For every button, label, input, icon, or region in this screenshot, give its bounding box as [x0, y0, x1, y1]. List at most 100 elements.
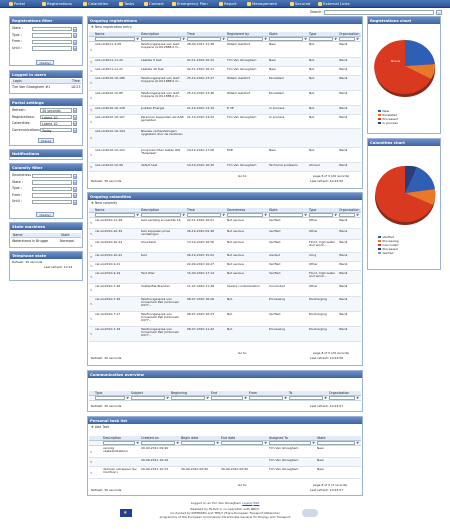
nav-item-portal[interactable]: Portal [9, 1, 25, 7]
reg-row[interactable]: ✎ reit-vlo2010-10-186 Telefoongesprek van … [89, 76, 361, 91]
task-row[interactable]: ✎ vervolg vestedsdirektoor 20-09-2011 09:4… [89, 446, 361, 458]
chevron-down-icon[interactable]: ▾ [73, 121, 77, 127]
reg-column-filter[interactable] [269, 37, 303, 42]
cal-column-header[interactable]: State [269, 208, 278, 212]
pencil-icon[interactable]: ✎ [90, 255, 93, 259]
nav-item-registrations[interactable]: Registrations [42, 1, 72, 7]
filter-icon[interactable]: ⧩ [222, 37, 225, 41]
filter-icon[interactable]: ⧩ [136, 37, 139, 41]
calamity-filter-field[interactable] [32, 186, 72, 191]
comm-column-header[interactable]: Subject [131, 391, 143, 395]
reg-column-filter[interactable] [339, 37, 355, 42]
cal-column-filter[interactable] [187, 213, 221, 218]
pencil-icon[interactable]: ✎ [90, 108, 93, 112]
portal-setting-select[interactable]: Latest 10 [40, 114, 72, 120]
search-button[interactable]: ⌕ [436, 10, 442, 15]
reg-row[interactable]: ✎ reit-vlo2011-11-21 Laatste 16 test 02-11-… [89, 67, 361, 76]
search-input[interactable] [324, 10, 434, 15]
pencil-icon[interactable]: ✎ [90, 69, 93, 73]
task-column-header[interactable]: Assigned To [269, 436, 288, 440]
filter-icon[interactable]: ⧩ [136, 213, 139, 217]
portal-settings-save-button[interactable]: [Save] [38, 138, 54, 143]
filter-icon[interactable]: ⧩ [312, 441, 315, 445]
filter-icon[interactable]: ⧩ [182, 213, 185, 217]
task-column-header[interactable]: End date [221, 436, 236, 440]
cal-column-header[interactable]: Type [309, 208, 317, 212]
pencil-icon[interactable]: ✎ [90, 302, 93, 306]
cal-column-filter[interactable] [269, 213, 303, 218]
pencil-icon[interactable]: ✎ [90, 244, 93, 248]
reg-column-filter[interactable] [309, 37, 333, 42]
filter-icon[interactable]: ⧩ [182, 37, 185, 41]
cal-row[interactable]: ✎ cal-vlo2010-7-16 Telefoongesprek van Cro… [89, 297, 361, 312]
reg-row[interactable]: ✎ reit-vlo2010-10-99 defect test 19-10-2010… [89, 163, 361, 172]
filter-icon[interactable]: ⧩ [126, 396, 129, 400]
pencil-icon[interactable]: ✎ [90, 449, 93, 454]
comm-column-header[interactable]: Type [95, 391, 103, 395]
cal-column-header[interactable]: Name [95, 208, 105, 212]
chevron-down-icon[interactable]: ▾ [73, 173, 77, 179]
nav-item-secured[interactable]: Secured [290, 1, 310, 7]
filter-icon[interactable]: ⧩ [216, 441, 219, 445]
reg-column-filter[interactable] [95, 37, 135, 42]
pencil-icon[interactable]: ✎ [90, 96, 93, 100]
filter-icon[interactable]: ⧩ [324, 396, 327, 400]
nav-item-tasks[interactable]: Tasks [119, 1, 134, 7]
filter-icon[interactable]: ⧩ [176, 441, 179, 445]
filter-icon[interactable]: ⧩ [356, 441, 359, 445]
nav-item-calamities[interactable]: Calamities [83, 1, 108, 7]
pencil-icon[interactable]: ✎ [90, 332, 93, 336]
cal-row[interactable]: ✎ cal-vlo2010-7-17 Telefoongesprek van Cro… [89, 312, 361, 327]
pencil-icon[interactable]: ✎ [90, 275, 93, 279]
pencil-icon[interactable]: ✎ [90, 317, 93, 321]
task-column-header[interactable]: Begin date [181, 436, 199, 440]
pencil-icon[interactable]: ✎ [90, 165, 93, 169]
calamity-filter-apply-button[interactable]: [Apply] [36, 212, 54, 217]
chevron-down-icon[interactable]: ▾ [73, 26, 77, 32]
calamity-filter-field[interactable] [32, 180, 72, 185]
filter-icon[interactable]: ⧩ [166, 396, 169, 400]
registrations-filter-field[interactable] [32, 46, 72, 51]
cal-column-filter[interactable] [95, 213, 135, 218]
filter-icon[interactable]: ⧩ [264, 37, 267, 41]
comm-column-filter[interactable] [211, 396, 243, 401]
portal-setting-select[interactable]: 30 seconds [40, 108, 72, 113]
reg-row[interactable]: ✎ reit-vlo2010-10-104 Nieuwe verhandelinge… [89, 129, 361, 148]
comm-column-header[interactable]: To [289, 391, 293, 395]
task-column-header[interactable]: Description [103, 436, 122, 440]
filter-icon[interactable]: ⧩ [244, 396, 247, 400]
task-row[interactable]: ✎ demoen schappen (bv. marifoon) 20-09-201… [89, 467, 361, 479]
new-registration-link[interactable]: ✚ New registration entry [91, 25, 132, 30]
reg-column-header[interactable]: Registered by [227, 32, 249, 36]
pencil-icon[interactable]: ✎ [90, 232, 93, 236]
cal-row[interactable]: ✎ cal-vlo2010-10-22 test 06-10-2010 15:02 No… [89, 253, 361, 262]
reg-row[interactable]: ✎ reit-vlo2011-11-22 Laatste 9 test 02-11-2… [89, 58, 361, 67]
cal-column-filter[interactable] [339, 213, 355, 218]
reg-column-filter[interactable] [227, 37, 263, 42]
nav-item-management[interactable]: Management [247, 1, 277, 7]
registrations-filter-field[interactable] [32, 33, 72, 38]
portal-setting-select[interactable]: Latest 10 [40, 121, 72, 126]
chevron-down-icon[interactable]: ▾ [73, 46, 77, 51]
pencil-icon[interactable]: ✎ [90, 221, 93, 225]
filter-icon[interactable]: ⧩ [356, 396, 359, 400]
registrations-filter-apply-button[interactable]: [Apply] [36, 60, 54, 65]
pencil-icon[interactable]: ✎ [90, 47, 93, 52]
task-column-filter[interactable] [181, 441, 215, 446]
filter-icon[interactable]: ⧩ [304, 37, 307, 41]
cal-column-header[interactable]: Organisation [339, 208, 360, 212]
cal-row[interactable]: ✎ cal-vlo2010-10-24 stuurbank 13-10-2010 16… [89, 240, 361, 253]
reg-column-header[interactable]: Type [309, 32, 317, 36]
cal-column-header[interactable]: Time [187, 208, 195, 212]
calamity-filter-field[interactable] [32, 173, 72, 178]
comm-column-filter[interactable] [329, 396, 355, 401]
reg-row[interactable]: ✎ reit-vlo2010-10-107 Personen koppelden a… [89, 115, 361, 129]
task-column-header[interactable]: Created on [141, 436, 159, 440]
cal-row[interactable]: ✎ cal-vlo2010-7-16 Telefoongesprek van Cro… [89, 327, 361, 342]
cal-row[interactable]: ✎ cal-vlo2010-9-19 Test Wisc 15-09-2010 17:… [89, 271, 361, 284]
filter-icon[interactable]: ⧩ [304, 213, 307, 217]
comm-column-filter[interactable] [289, 396, 323, 401]
edit-link[interactable]: Edit [253, 501, 260, 505]
comm-column-header[interactable]: Organisation [329, 391, 350, 395]
pencil-icon[interactable]: ✎ [90, 60, 93, 64]
